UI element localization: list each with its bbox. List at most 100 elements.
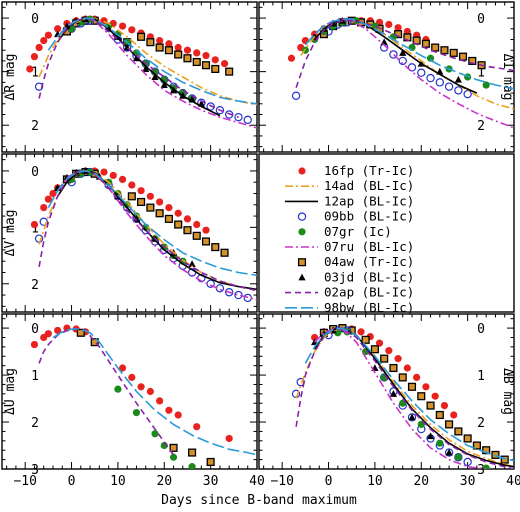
data-point [169,443,178,452]
data-point [440,401,449,410]
data-point [287,54,296,62]
data-point [201,237,211,246]
panel-frame [258,313,515,470]
series-line [295,327,514,469]
data-point [30,340,39,349]
data-point [156,198,164,206]
data-point [201,61,211,70]
x-tick-label: 20 [156,474,172,489]
y-axis-label: ΔB mag [500,368,515,415]
legend-entry: 12ap (BL-Ic) [285,193,414,208]
data-point [137,383,145,391]
data-point [206,457,215,467]
legend-label: 12ap (BL-Ic) [324,193,414,208]
data-point [389,50,398,59]
legend-label: 16fp (Tr-Ic) [324,163,414,178]
x-tick-label: 0 [325,474,333,489]
series [291,326,472,467]
data-point [435,78,445,87]
data-point [243,115,252,125]
data-point [385,20,393,29]
data-point [156,397,164,405]
legend-label: 07ru (BL-Ic) [324,239,414,254]
series-line [47,170,257,277]
x-tick-label: −10 [13,474,36,489]
series [38,17,239,118]
legend-label: 03jd (BL-Ic) [324,269,414,284]
data-point [137,197,146,207]
data-point [183,226,192,235]
data-point [454,75,462,83]
legend-label: 02ap (BL-Ic) [324,285,414,300]
data-point [44,195,52,203]
series [304,327,514,462]
data-point [225,434,233,443]
legend-entry: 07ru (BL-Ic) [285,239,414,254]
data-point [234,290,243,300]
data-point [118,175,127,183]
legend-label: 14ad (BL-Ic) [324,178,414,193]
data-point [211,56,219,64]
legend-entry: 14ad (BL-Ic) [285,178,414,193]
data-point [426,401,435,410]
data-point [155,209,164,218]
data-point [40,36,48,45]
legend-label: 09bb (BL-Ic) [324,209,414,224]
panel-frame [1,313,258,470]
x-tick-label: −10 [270,474,293,489]
data-point [49,189,57,198]
x-tick-label: 10 [367,474,383,489]
data-point [215,284,225,293]
data-point [174,209,182,217]
data-point [90,338,99,347]
data-point [193,220,201,229]
series-line [38,170,257,292]
legend-swatch [298,228,306,236]
x-tick-label: 10 [110,474,126,489]
series-line [313,327,514,468]
data-point [137,187,145,195]
data-point [426,54,435,62]
data-point [142,65,150,72]
series [314,328,487,469]
data-point [76,328,85,337]
legend-label: 04aw (Tr-Ic) [324,254,414,269]
series [295,327,514,469]
data-point [389,390,398,397]
data-point [463,434,472,443]
data-point [426,432,435,440]
data-point [160,81,168,89]
x-tick-label: 30 [203,474,219,489]
data-point [413,373,421,382]
data-point [193,49,201,57]
data-point [30,220,39,229]
data-point [220,60,229,68]
x-axis-label: Days since B-band maximum [161,493,357,508]
data-point [482,446,491,455]
data-point [380,354,389,363]
data-point [426,73,435,83]
data-point [183,215,192,223]
series [319,324,509,464]
data-point [234,112,243,122]
legend-swatch [297,212,307,221]
data-point [39,217,48,226]
data-point [444,82,454,91]
legend: 16fp (Tr-Ic)14ad (BL-Ic)12ap (BL-Ic)09bb… [258,153,515,315]
data-point [165,204,173,212]
data-point [164,46,173,55]
data-point [458,52,468,61]
y-tick-label: 0 [477,12,485,27]
data-point [454,86,463,95]
data-point [370,345,379,354]
data-point [146,387,154,396]
series [30,167,210,234]
data-point [394,24,402,32]
panel-U: 0 1 2 3 ΔU mag −10 0 10 20 30 40 [1,313,265,489]
data-point [30,53,39,61]
data-point [169,453,178,461]
data-point [211,243,220,252]
series [295,327,514,468]
data-point [385,347,393,355]
data-point [399,49,407,56]
